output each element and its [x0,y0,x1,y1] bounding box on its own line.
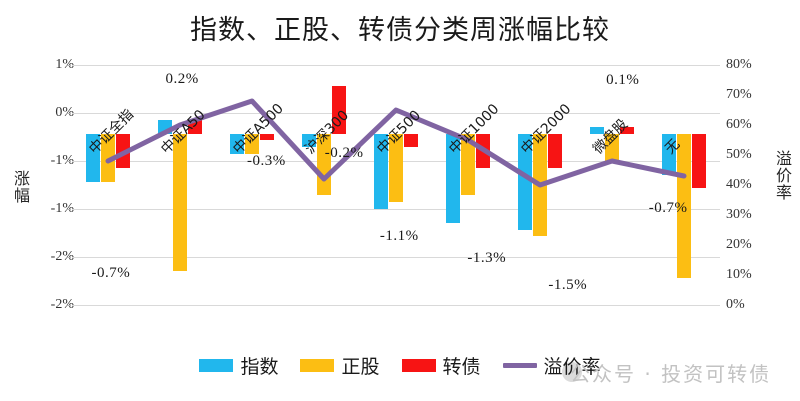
legend-label: 正股 [341,356,380,378]
gridline [72,113,720,114]
bar-指数-无[interactable] [661,133,677,175]
gridline [72,65,720,66]
y-tick-mark-left [66,161,71,162]
legend-item-转债[interactable]: 转债 [401,352,481,379]
legend-item-指数[interactable]: 指数 [199,352,278,379]
bar-正股-中证A500[interactable] [244,133,260,155]
bar-转债-中证全指[interactable] [115,133,131,168]
y-axis-title-right: 溢价率 [773,150,792,201]
y-tick-mark-left [66,257,71,258]
y-tick-mark-left [66,209,71,210]
y-tick-left: 1% [55,57,74,72]
legend-color-swatch [199,359,234,372]
y-tick-left: -1% [50,201,74,216]
bar-指数-中证全指[interactable] [85,133,101,182]
chart-title: 指数、正股、转债分类周涨幅比较 [190,15,610,46]
bar-正股-沪深300[interactable] [316,133,332,196]
y-tick-mark-left [66,305,71,306]
premium-rate-line [105,98,687,188]
data-label: -0.7% [91,265,131,281]
bar-转债-中证A500[interactable] [259,133,275,141]
bar-转债-中证2000[interactable] [547,133,563,168]
bar-指数-中证2000[interactable] [517,133,533,230]
y-tick-left: -1% [50,153,74,168]
legend-item-正股[interactable]: 正股 [300,352,380,379]
legend-item-溢价率[interactable]: 溢价率 [502,352,601,379]
data-label: -1.5% [548,277,588,293]
y-tick-left: 0% [55,105,74,120]
bar-转债-无[interactable] [691,133,707,189]
y-tick-mark-left [66,65,71,66]
data-label: -1.1% [379,228,419,244]
premium-rate-polyline [105,98,687,188]
y-tick-right: 30% [726,207,752,222]
bar-指数-微盘股[interactable] [589,126,605,134]
gridline [72,257,720,258]
legend-label: 指数 [240,356,279,378]
data-label: -0.3% [247,153,286,169]
bar-正股-中证500[interactable] [388,133,404,203]
bar-正股-中证1000[interactable] [460,133,476,196]
bar-指数-中证500[interactable] [373,133,389,209]
data-label: -0.7% [648,200,688,216]
bar-正股-中证A50[interactable] [172,133,188,271]
legend-color-swatch [300,359,335,372]
watermark-text: 公众号 · 投资可转债 [570,362,772,386]
gridline [72,209,720,210]
y-axis-title-left: 涨幅 [11,170,30,204]
bar-转债-微盘股[interactable] [619,126,635,134]
y-tick-right: 60% [726,117,752,132]
data-label: -1.3% [467,250,507,266]
legend-label: 溢价率 [543,356,601,378]
chart-legend: 指数 正股 转债 溢价率 [0,352,800,379]
y-tick-left: -2% [50,249,74,264]
bar-转债-中证500[interactable] [403,133,419,148]
legend-line-marker [502,363,537,368]
data-label: -0.2% [324,145,364,161]
watermark-dot [562,362,582,382]
data-label: 0.1% [606,72,640,88]
y-tick-left: -2% [50,297,74,312]
bar-转债-沪深300[interactable] [331,85,347,134]
y-tick-mark-left [66,113,71,114]
y-tick-right: 10% [726,267,752,282]
y-tick-right: 70% [726,87,752,102]
y-tick-right: 50% [726,147,752,162]
y-tick-right: 20% [726,237,752,252]
bar-正股-中证全指[interactable] [100,133,116,182]
y-tick-right: 40% [726,177,752,192]
y-tick-right: 80% [726,57,752,72]
plot-area [72,65,720,306]
y-tick-right: 0% [726,297,745,312]
bar-指数-中证A500[interactable] [229,133,245,155]
gridline [72,305,720,306]
bar-指数-中证1000[interactable] [445,133,461,223]
bar-指数-沪深300[interactable] [301,133,317,148]
legend-label: 转债 [442,356,481,378]
bar-正股-无[interactable] [676,133,692,278]
bar-正股-微盘股[interactable] [604,133,620,161]
data-label: 0.2% [165,71,199,87]
legend-color-swatch [401,359,436,372]
